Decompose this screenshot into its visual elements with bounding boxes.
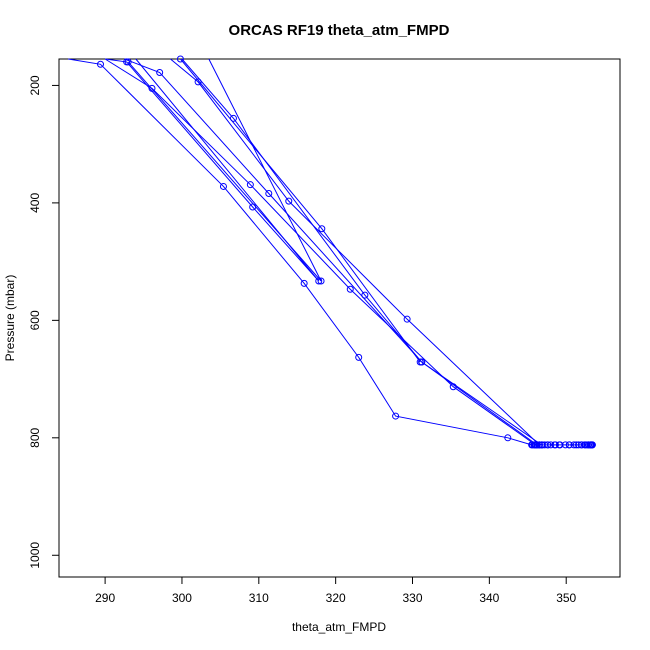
- x-tick-label: 330: [402, 591, 422, 605]
- data-point: [565, 441, 573, 449]
- chart-title: ORCAS RF19 theta_atm_FMPD: [229, 22, 450, 39]
- x-tick-label: 300: [172, 591, 192, 605]
- data-point: [265, 189, 273, 197]
- data-point: [315, 277, 323, 285]
- y-tick-label: 200: [28, 75, 42, 95]
- data-point: [535, 441, 543, 449]
- data-point: [416, 358, 424, 366]
- data-point: [587, 441, 595, 449]
- data-point: [246, 181, 254, 189]
- data-point: [300, 279, 308, 287]
- x-tick-label: 320: [326, 591, 346, 605]
- x-tick-label: 310: [249, 591, 269, 605]
- series-line-6: [127, 58, 322, 282]
- data-point: [392, 412, 400, 420]
- series-line-2: [104, 58, 536, 446]
- y-axis-label: Pressure (mbar): [3, 275, 17, 362]
- data-point: [584, 441, 592, 449]
- plot-frame: [58, 58, 621, 578]
- data-point: [346, 285, 354, 293]
- series-line-5: [181, 58, 542, 446]
- data-point: [361, 291, 369, 299]
- y-tick-label: 1000: [28, 542, 42, 569]
- y-axis: 200 400 600 800 1000: [28, 75, 59, 569]
- data-point: [570, 441, 578, 449]
- data-point: [219, 182, 227, 190]
- data-point: [556, 441, 564, 449]
- series-line-3: [124, 58, 538, 446]
- data-point: [538, 441, 546, 449]
- data-point: [547, 441, 555, 449]
- y-tick-label: 800: [28, 427, 42, 447]
- data-point: [504, 434, 512, 442]
- x-tick-label: 350: [556, 591, 576, 605]
- data-point: [123, 58, 131, 66]
- data-point: [176, 55, 184, 63]
- x-axis: 290 300 310 320 330 340 350: [95, 577, 577, 605]
- x-axis-label: theta_atm_FMPD: [292, 620, 386, 634]
- data-point: [285, 197, 293, 205]
- data-point: [403, 315, 411, 323]
- data-point: [581, 441, 589, 449]
- data-point: [317, 277, 325, 285]
- data-point: [561, 441, 569, 449]
- data-point: [572, 441, 580, 449]
- data-point: [318, 225, 326, 233]
- series-line-8: [180, 58, 421, 363]
- series-layer: [68, 55, 596, 449]
- data-point: [96, 60, 104, 68]
- y-tick-label: 400: [28, 193, 42, 213]
- series-line-1: [68, 58, 593, 446]
- series-line-7: [105, 58, 320, 282]
- data-point: [355, 353, 363, 361]
- y-tick-label: 600: [28, 310, 42, 330]
- x-tick-label: 340: [479, 591, 499, 605]
- data-point: [194, 78, 202, 86]
- x-tick-label: 290: [95, 591, 115, 605]
- series-line-4: [170, 58, 540, 446]
- data-point: [156, 69, 164, 77]
- data-point: [551, 441, 559, 449]
- data-point: [578, 441, 586, 449]
- data-point: [249, 203, 257, 211]
